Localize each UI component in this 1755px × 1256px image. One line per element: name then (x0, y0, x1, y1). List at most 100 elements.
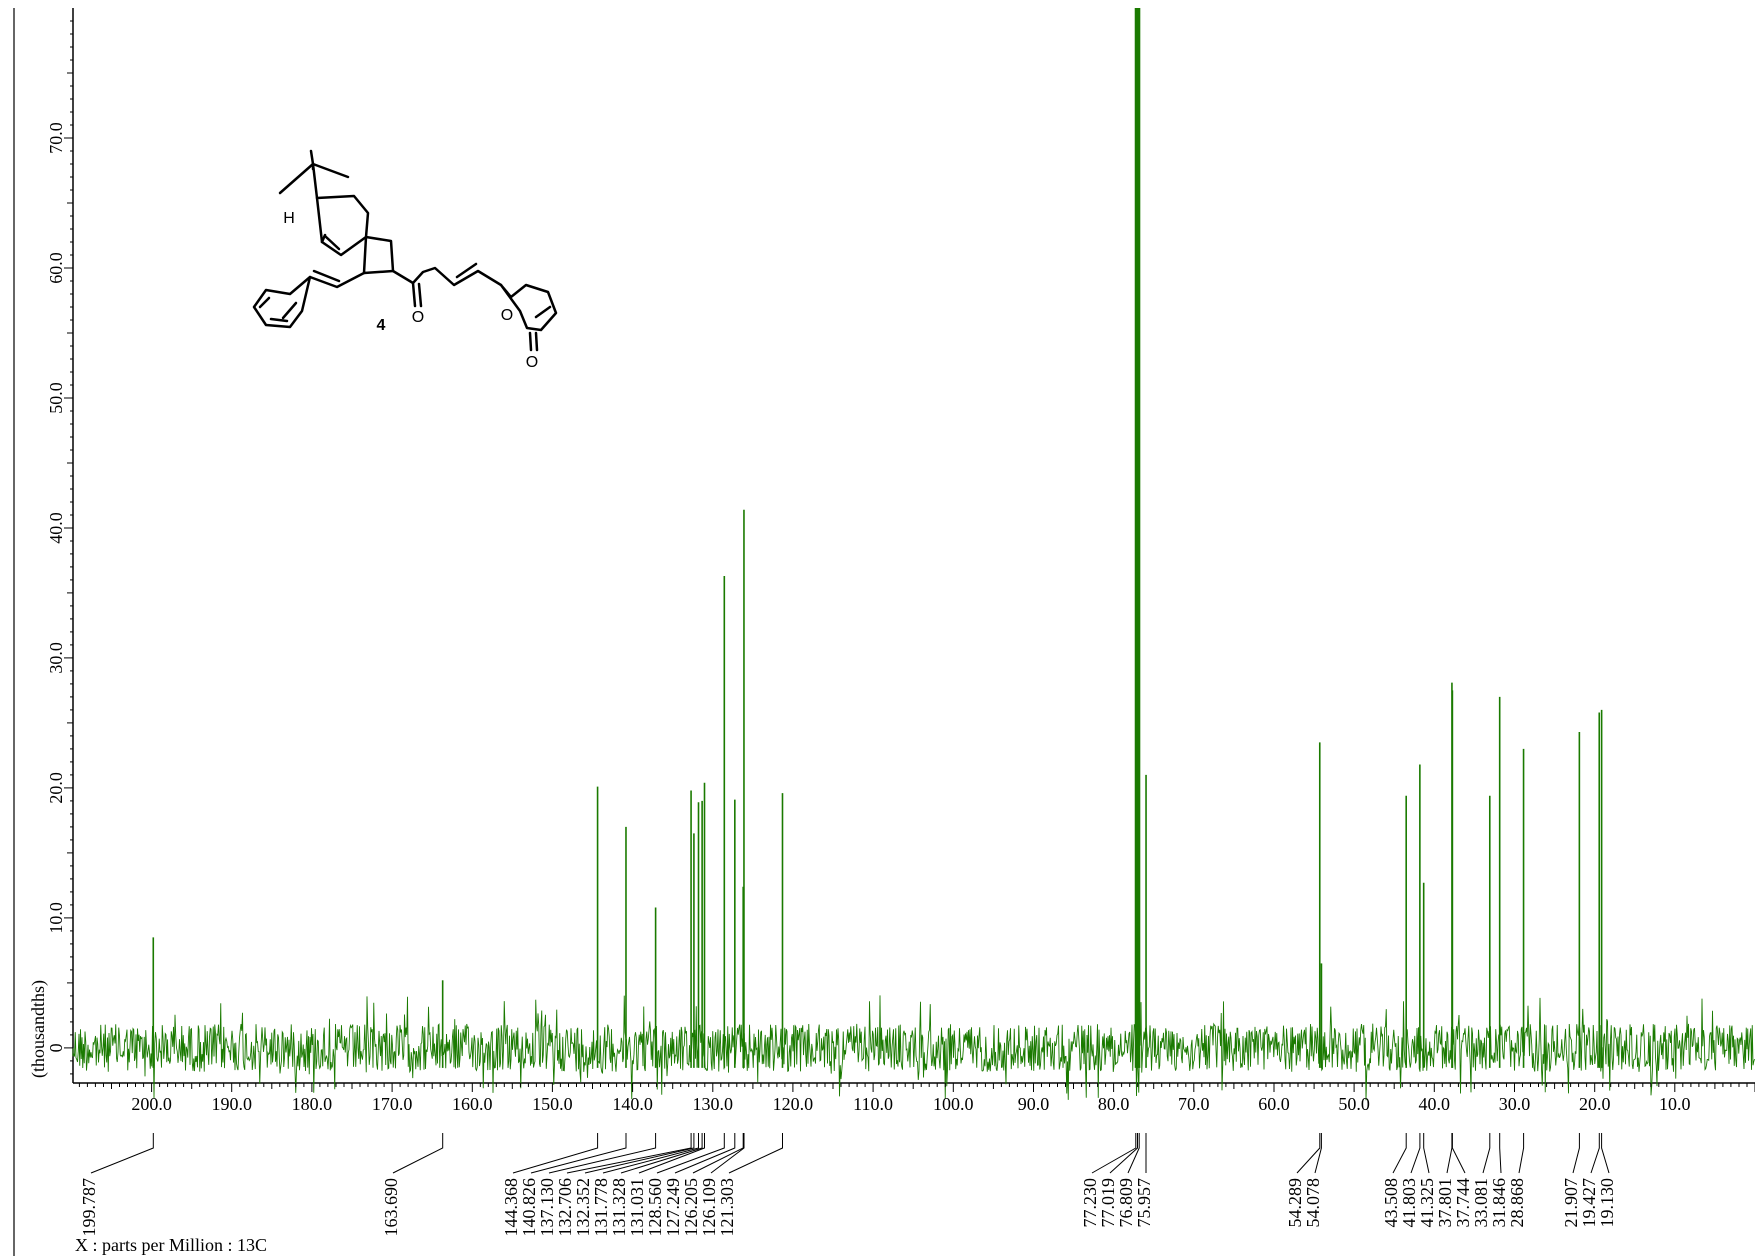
peak-leader (1482, 1133, 1491, 1174)
peak-label: 163.690 (381, 1178, 401, 1237)
x-tick-label: 40.0 (1419, 1094, 1451, 1114)
x-tick-label: 140.0 (612, 1094, 653, 1114)
peak-leader (710, 1133, 745, 1174)
peak-label: 137.130 (537, 1178, 557, 1237)
peak-label: 77.019 (1098, 1178, 1118, 1228)
y-tick-label: 0 (46, 1043, 66, 1052)
peak-label: 126.205 (681, 1178, 701, 1237)
peak-leader (1601, 1133, 1610, 1174)
peak-label: 132.352 (573, 1178, 593, 1237)
x-axis-label: X : parts per Million : 13C (75, 1235, 267, 1255)
y-axis-label: (thousandths) (28, 980, 49, 1078)
peak-label: 41.325 (1417, 1178, 1437, 1228)
peak-leader (566, 1133, 692, 1174)
peak-label: 19.427 (1579, 1178, 1599, 1228)
x-tick-label: 30.0 (1499, 1094, 1531, 1114)
peak-label: 19.130 (1597, 1178, 1617, 1228)
peak-leader (512, 1133, 599, 1174)
peak-leader (1499, 1133, 1502, 1174)
peak-leader (1296, 1133, 1321, 1174)
peak-label: 131.778 (591, 1178, 611, 1237)
chemical-structure (252, 149, 558, 352)
peak-leader (656, 1133, 725, 1174)
x-tick-label: 180.0 (292, 1094, 333, 1114)
peak-label: 140.826 (519, 1178, 539, 1237)
peak-label: 131.328 (609, 1178, 629, 1237)
peak-label: 77.230 (1080, 1178, 1100, 1228)
x-tick-label: 50.0 (1338, 1094, 1370, 1114)
peak-labels: 199.787 163.690 144.368140.826137.130132.7… (79, 1133, 1617, 1237)
y-tick-label: 40.0 (46, 512, 66, 544)
x-tick-label: 130.0 (693, 1094, 734, 1114)
peak-label: 121.303 (717, 1178, 737, 1237)
peak-series (152, 8, 1603, 1068)
peak-label: 41.803 (1399, 1178, 1419, 1228)
x-tick-label: 100.0 (933, 1094, 974, 1114)
peak-label: 126.109 (699, 1178, 719, 1237)
peak-leader (1410, 1133, 1421, 1174)
peak-leader (602, 1133, 699, 1174)
peak-label: 54.078 (1303, 1178, 1323, 1228)
peak-label: 199.787 (79, 1178, 99, 1237)
peak-label: 131.031 (627, 1178, 647, 1237)
peak-label: 128.560 (645, 1178, 665, 1237)
x-tick-label: 10.0 (1659, 1094, 1691, 1114)
y-tick-label: 50.0 (46, 382, 66, 414)
peak-leader (620, 1133, 703, 1174)
compound-number: 4 (377, 317, 386, 334)
peak-leader (1518, 1133, 1525, 1174)
peak-leader (584, 1133, 695, 1174)
x-tick-label: 90.0 (1018, 1094, 1050, 1114)
peak-label: 127.249 (663, 1178, 683, 1237)
peak-label: 28.868 (1507, 1178, 1527, 1228)
x-tick-label: 190.0 (211, 1094, 252, 1114)
peak-label: 37.801 (1435, 1178, 1455, 1228)
x-tick-label: 170.0 (372, 1094, 413, 1114)
x-tick-label: 110.0 (853, 1094, 893, 1114)
x-tick-label: 120.0 (773, 1094, 814, 1114)
y-axis-ticks: 0 10.0 20.0 30.0 40.0 50.0 60.0 70.0 (46, 20, 73, 1075)
peak-leader (638, 1133, 705, 1174)
peak-label: 75.957 (1134, 1178, 1154, 1228)
x-tick-label: 80.0 (1098, 1094, 1130, 1114)
atom-label-carbonyl-o: O (526, 354, 538, 371)
peak-label: 76.809 (1116, 1178, 1136, 1228)
baseline-noise (72, 995, 1755, 1101)
atom-label-ring-o: O (501, 307, 513, 324)
y-tick-label: 20.0 (46, 772, 66, 804)
peak-leader (1314, 1133, 1322, 1174)
peak-leader (1572, 1133, 1580, 1174)
peak-leader (392, 1133, 444, 1174)
peak-leader (548, 1133, 657, 1174)
x-tick-label: 160.0 (452, 1094, 493, 1114)
atom-label-ketone-o: O (412, 309, 424, 326)
peak-label: 43.508 (1381, 1178, 1401, 1228)
peak-leader (1590, 1133, 1600, 1174)
peak-leader (530, 1133, 627, 1174)
peak-label: 54.289 (1285, 1178, 1305, 1228)
x-tick-label: 70.0 (1178, 1094, 1210, 1114)
peak-label: 144.368 (501, 1178, 521, 1237)
peak-leader (728, 1133, 783, 1174)
y-tick-label: 60.0 (46, 252, 66, 284)
atom-label-h: H (283, 210, 295, 227)
peak-leader (674, 1133, 736, 1174)
peak-leader (1127, 1133, 1140, 1174)
peak-leader (1451, 1133, 1466, 1174)
peak-leader (1091, 1133, 1137, 1174)
peak-leader (1423, 1133, 1430, 1174)
peak-leader (1392, 1133, 1407, 1174)
x-tick-label: 150.0 (532, 1094, 573, 1114)
peak-label: 37.744 (1453, 1178, 1473, 1228)
peak-leader (90, 1133, 154, 1174)
peak-label: 21.907 (1561, 1178, 1581, 1228)
x-tick-label: 20.0 (1579, 1094, 1611, 1114)
x-axis-ticks: 200.0 190.0 180.0 170.0 160.0 150.0 140.0 130.0… (78, 1083, 1755, 1114)
noise-trace (72, 995, 1755, 1101)
x-tick-label: 60.0 (1258, 1094, 1290, 1114)
y-tick-label: 30.0 (46, 642, 66, 674)
peak-leader (1109, 1133, 1138, 1174)
y-tick-label: 10.0 (46, 902, 66, 934)
y-tick-label: 70.0 (46, 122, 66, 154)
